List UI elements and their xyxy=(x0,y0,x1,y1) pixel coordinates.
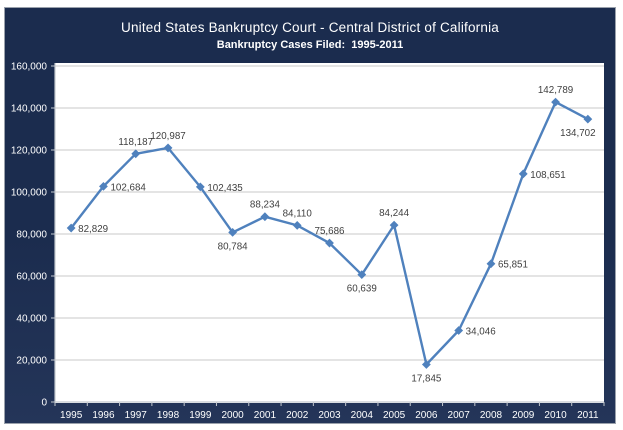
x-axis-label: 2000 xyxy=(221,410,244,421)
data-label: 102,435 xyxy=(207,183,243,194)
y-axis-label: 0 xyxy=(41,398,47,409)
x-axis-label: 2011 xyxy=(577,410,599,421)
y-axis-label: 120,000 xyxy=(11,146,48,157)
x-axis-label: 1997 xyxy=(125,410,148,421)
x-axis-label: 1998 xyxy=(157,410,180,421)
data-point xyxy=(454,326,464,335)
data-point xyxy=(389,220,399,230)
data-point xyxy=(131,149,141,159)
x-axis-label: 2007 xyxy=(448,410,471,421)
data-label: 134,702 xyxy=(560,128,595,139)
x-axis-label: 1999 xyxy=(189,410,212,421)
data-label: 102,684 xyxy=(110,182,146,193)
chart-title: United States Bankruptcy Court - Central… xyxy=(121,20,499,35)
x-axis-label: 1995 xyxy=(60,410,83,421)
data-point xyxy=(163,143,173,153)
x-axis-label: 2002 xyxy=(286,410,309,421)
data-label: 17,845 xyxy=(411,374,442,385)
data-point xyxy=(325,238,334,248)
x-axis-label: 2006 xyxy=(415,410,438,421)
chart-subtitle: Bankruptcy Cases Filed: 1995-2011 xyxy=(216,39,404,51)
x-axis-label: 1996 xyxy=(92,410,115,421)
x-axis-label: 2009 xyxy=(512,410,535,421)
data-point xyxy=(357,270,367,280)
y-axis-label: 40,000 xyxy=(16,314,47,325)
data-label: 65,851 xyxy=(498,260,528,271)
data-point xyxy=(421,360,431,369)
y-axis-label: 20,000 xyxy=(16,356,47,367)
x-axis-label: 2004 xyxy=(351,410,374,421)
data-point xyxy=(518,169,528,179)
y-axis-label: 80,000 xyxy=(16,230,47,241)
data-label: 82,829 xyxy=(78,224,108,235)
x-axis-label: 2008 xyxy=(480,410,503,421)
data-label: 108,651 xyxy=(530,170,565,181)
data-point xyxy=(66,223,76,233)
data-point xyxy=(228,227,238,237)
x-axis-label: 2010 xyxy=(544,410,567,421)
data-point xyxy=(260,212,270,222)
y-axis-label: 100,000 xyxy=(11,188,48,199)
data-point xyxy=(551,97,560,107)
x-axis-label: 2005 xyxy=(383,410,406,421)
x-axis-label: 2003 xyxy=(318,410,341,421)
data-point xyxy=(99,181,108,191)
data-point xyxy=(292,220,302,230)
data-label: 80,784 xyxy=(218,241,249,252)
data-label: 120,987 xyxy=(150,131,185,142)
data-point xyxy=(486,259,496,269)
data-label: 142,789 xyxy=(538,85,573,96)
data-label: 88,234 xyxy=(250,200,281,211)
data-label: 75,686 xyxy=(315,226,346,237)
y-axis-label: 160,000 xyxy=(11,62,48,73)
x-axis-label: 2001 xyxy=(254,410,277,421)
y-axis-label: 60,000 xyxy=(16,272,47,283)
data-point xyxy=(583,114,593,124)
data-label: 34,046 xyxy=(466,327,497,338)
y-axis-label: 140,000 xyxy=(11,104,48,115)
data-label: 84,244 xyxy=(379,208,410,219)
data-label: 84,110 xyxy=(283,208,313,219)
data-point xyxy=(195,182,205,192)
data-label: 118,187 xyxy=(118,137,153,148)
data-label: 60,639 xyxy=(347,284,377,295)
plot-area xyxy=(55,63,604,403)
